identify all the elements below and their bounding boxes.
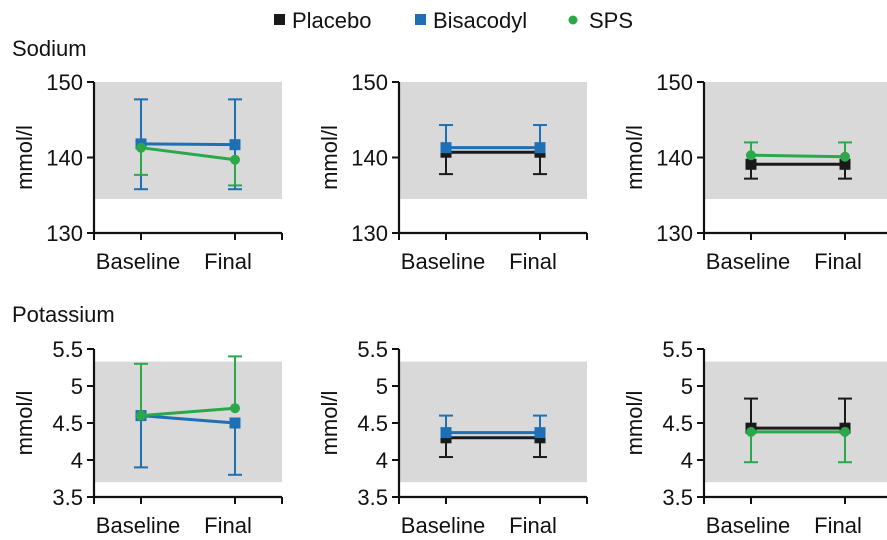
data-point — [840, 151, 850, 162]
y-axis-label: mmol/l — [622, 391, 647, 456]
x-tick-label: Baseline — [706, 513, 790, 538]
legend-label-sps: SPS — [589, 8, 633, 33]
y-tick-label: 150 — [656, 70, 693, 95]
y-tick-label: 4.5 — [662, 411, 693, 436]
data-point — [440, 142, 452, 154]
data-point — [440, 427, 452, 439]
series-bisacodyl — [439, 414, 547, 439]
data-point — [746, 426, 756, 437]
x-tick-label: Baseline — [96, 513, 180, 538]
x-tick-label: Final — [204, 249, 252, 274]
y-axis-label: mmol/l — [12, 125, 37, 190]
series-sps — [744, 141, 852, 162]
y-tick-label: 130 — [351, 221, 388, 246]
y-axis-label: mmol/l — [12, 391, 37, 456]
y-tick-label: 5 — [681, 374, 693, 399]
x-tick-label: Baseline — [706, 249, 790, 274]
data-point — [746, 150, 756, 161]
data-point — [534, 142, 546, 154]
y-tick-label: 5.5 — [52, 337, 83, 362]
group-label-sodium: Sodium — [12, 36, 87, 61]
panel-sodium-1: 130 140 150 Baseline Final mmol/l — [12, 70, 283, 274]
x-tick-label: Final — [509, 513, 557, 538]
legend-label-bisacodyl: Bisacodyl — [433, 8, 527, 33]
data-point — [745, 158, 757, 170]
y-tick-label: 3.5 — [52, 485, 83, 510]
series-bisacodyl — [439, 124, 547, 154]
x-tick-label: Final — [509, 249, 557, 274]
x-tick-label: Final — [814, 249, 862, 274]
panel-sodium-2: 130 140 150 Baseline Final mmol/l — [317, 70, 588, 274]
y-tick-label: 5.5 — [357, 337, 388, 362]
y-tick-label: 3.5 — [357, 485, 388, 510]
y-tick-label: 4 — [376, 448, 388, 473]
y-tick-label: 140 — [351, 146, 388, 171]
y-tick-label: 140 — [656, 146, 693, 171]
series-line — [140, 406, 236, 418]
y-tick-label: 4.5 — [52, 411, 83, 436]
y-tick-label: 5 — [71, 374, 83, 399]
data-point — [230, 403, 240, 414]
legend-marker-sps — [568, 15, 578, 25]
reference-band — [399, 361, 587, 483]
y-tick-label: 150 — [46, 70, 83, 95]
reference-band — [704, 361, 887, 483]
data-point — [839, 158, 851, 170]
y-tick-label: 4.5 — [357, 411, 388, 436]
x-tick-label: Baseline — [96, 249, 180, 274]
series-sps — [134, 142, 242, 187]
y-axis-label: mmol/l — [317, 125, 342, 190]
legend-label-placebo: Placebo — [292, 8, 372, 33]
data-point — [229, 417, 241, 429]
y-tick-label: 4 — [681, 448, 693, 473]
x-tick-label: Baseline — [401, 513, 485, 538]
series-sps — [134, 355, 242, 421]
series-line — [140, 414, 236, 425]
series-line — [140, 142, 236, 147]
y-tick-label: 130 — [46, 221, 83, 246]
reference-band — [94, 82, 282, 200]
data-point — [229, 139, 241, 151]
series-sps — [744, 426, 852, 464]
reference-band — [704, 82, 887, 200]
panel-potassium-3: 3.5 4 4.5 5 5.5 Baseline Final mmol/l — [622, 337, 887, 538]
reference-band — [399, 82, 587, 200]
y-axis-label: mmol/l — [622, 125, 647, 190]
data-point — [136, 410, 146, 421]
y-tick-label: 140 — [46, 146, 83, 171]
y-tick-label: 4 — [71, 448, 83, 473]
panel-potassium-1: 3.5 4 4.5 5 5.5 Baseline Final mmol/l — [12, 337, 283, 538]
data-point — [534, 427, 546, 439]
reference-band — [94, 361, 282, 483]
panels: 130 140 150 Baseline Final mmol/l 130 140 150 Bas… — [12, 70, 887, 538]
x-tick-label: Final — [204, 513, 252, 538]
series-bisacodyl — [134, 410, 242, 476]
series-line — [750, 153, 846, 159]
y-tick-label: 5 — [376, 374, 388, 399]
panel-potassium-2: 3.5 4 4.5 5 5.5 Baseline Final mmol/l — [317, 337, 588, 538]
x-tick-label: Baseline — [401, 249, 485, 274]
legend-marker-bisacodyl — [415, 14, 426, 25]
data-point — [136, 142, 146, 153]
y-tick-label: 5.5 — [662, 337, 693, 362]
y-tick-label: 130 — [656, 221, 693, 246]
group-label-potassium: Potassium — [12, 302, 115, 327]
series-placebo — [744, 158, 852, 180]
data-point — [230, 154, 240, 165]
y-tick-label: 150 — [351, 70, 388, 95]
series-line — [140, 146, 236, 162]
legend-marker-placebo — [274, 14, 285, 25]
y-tick-label: 3.5 — [662, 485, 693, 510]
legend: Placebo Bisacodyl SPS — [274, 8, 633, 33]
panel-sodium-3: 130 140 150 Baseline Final mmol/l — [622, 70, 887, 274]
data-point — [840, 426, 850, 437]
y-axis-label: mmol/l — [317, 391, 342, 456]
x-tick-label: Final — [814, 513, 862, 538]
